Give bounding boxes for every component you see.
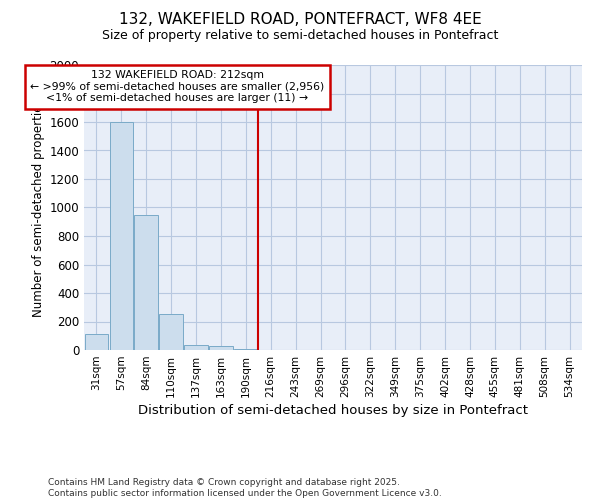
- Bar: [110, 122, 133, 350]
- Text: 132 WAKEFIELD ROAD: 212sqm
← >99% of semi-detached houses are smaller (2,956)
<1: 132 WAKEFIELD ROAD: 212sqm ← >99% of sem…: [30, 70, 325, 103]
- Y-axis label: Number of semi-detached properties: Number of semi-detached properties: [32, 98, 45, 317]
- Bar: [160, 314, 183, 350]
- Text: Contains HM Land Registry data © Crown copyright and database right 2025.
Contai: Contains HM Land Registry data © Crown c…: [48, 478, 442, 498]
- Bar: [234, 348, 257, 350]
- Bar: [134, 214, 158, 350]
- X-axis label: Distribution of semi-detached houses by size in Pontefract: Distribution of semi-detached houses by …: [138, 404, 528, 417]
- Bar: [184, 345, 208, 350]
- Text: Size of property relative to semi-detached houses in Pontefract: Size of property relative to semi-detach…: [102, 29, 498, 42]
- Bar: [209, 346, 233, 350]
- Bar: [85, 334, 108, 350]
- Text: 132, WAKEFIELD ROAD, PONTEFRACT, WF8 4EE: 132, WAKEFIELD ROAD, PONTEFRACT, WF8 4EE: [119, 12, 481, 28]
